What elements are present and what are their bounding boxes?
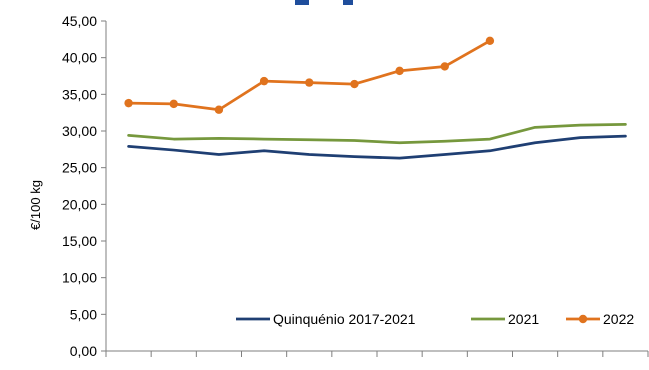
y-axis: 0,00 5,00 10,00 15,00 20,00 25,00 30,00 35,00 40… xyxy=(62,13,107,359)
y-tick-label: 40,00 xyxy=(62,50,97,66)
series-layer xyxy=(124,36,627,160)
y-tick-label: 5,00 xyxy=(70,306,97,322)
y-tick-label: 30,00 xyxy=(62,123,97,139)
series-point xyxy=(305,78,314,87)
legend-marker xyxy=(578,314,588,324)
x-axis xyxy=(105,350,649,357)
y-tick-label: 15,00 xyxy=(62,233,97,249)
series-line-0 xyxy=(127,134,627,160)
series-line-2 xyxy=(127,39,492,112)
series-point xyxy=(124,98,133,108)
series-point xyxy=(169,99,178,109)
y-tick-label: 25,00 xyxy=(62,160,97,176)
legend: Quinquénio 2017-2021 2021 2022 xyxy=(236,311,634,327)
series-point xyxy=(259,76,269,86)
series-point xyxy=(350,79,359,89)
legend-label: 2021 xyxy=(508,311,539,327)
y-tick-label: 35,00 xyxy=(62,86,97,102)
series-point xyxy=(214,105,224,114)
series-point xyxy=(485,36,495,45)
series-line-1 xyxy=(127,123,627,145)
y-tick-label: 45,00 xyxy=(62,13,97,29)
y-axis-title: €/100 kg xyxy=(28,180,43,230)
y-tick-label: 0,00 xyxy=(70,343,97,359)
title-fragment xyxy=(295,0,353,5)
y-tick-label: 10,00 xyxy=(62,270,97,286)
series-point xyxy=(440,62,449,71)
legend-label: Quinquénio 2017-2021 xyxy=(273,311,416,327)
legend-label: 2022 xyxy=(603,311,634,327)
series-point xyxy=(395,66,404,76)
y-tick-label: 20,00 xyxy=(62,196,97,212)
